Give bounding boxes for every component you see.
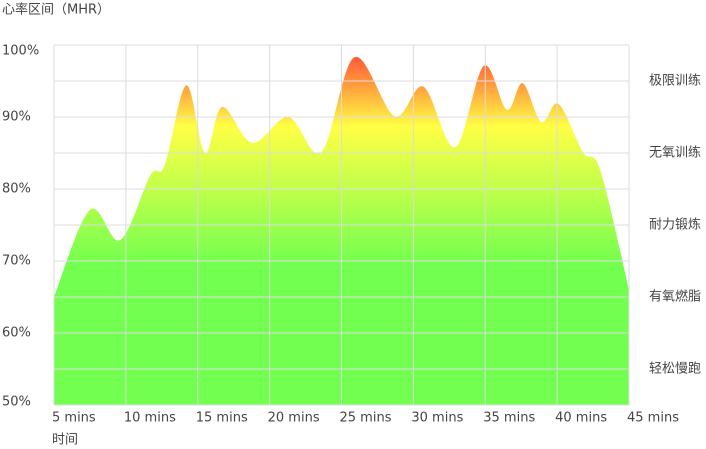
- x-tick-label: 30 mins: [411, 411, 463, 426]
- x-tick-label: 5 mins: [52, 411, 96, 426]
- x-axis-label: 时间: [52, 433, 78, 448]
- zone-label: 轻松慢跑: [649, 361, 701, 377]
- zone-label: 无氧训练: [649, 146, 701, 161]
- y-tick-label: 80%: [2, 182, 31, 197]
- zone-label: 极限训练: [649, 74, 701, 89]
- x-tick-label: 15 mins: [196, 411, 248, 426]
- y-tick-label: 100%: [2, 44, 39, 59]
- zone-label: 耐力锻炼: [649, 218, 701, 233]
- x-tick-label: 10 mins: [124, 411, 176, 426]
- y-tick-label: 90%: [2, 110, 31, 125]
- x-tick-label: 25 mins: [340, 411, 392, 426]
- x-tick-label: 35 mins: [483, 411, 535, 426]
- zone-label: 有氧燃脂: [649, 289, 701, 305]
- y-tick-label: 50%: [2, 395, 31, 410]
- y-tick-label: 70%: [2, 254, 31, 269]
- x-tick-label: 45 mins: [627, 411, 679, 426]
- x-tick-label: 20 mins: [268, 411, 320, 426]
- chart-title: 心率区间（MHR）: [2, 2, 110, 18]
- y-tick-label: 60%: [2, 326, 31, 341]
- x-tick-label: 40 mins: [555, 411, 607, 426]
